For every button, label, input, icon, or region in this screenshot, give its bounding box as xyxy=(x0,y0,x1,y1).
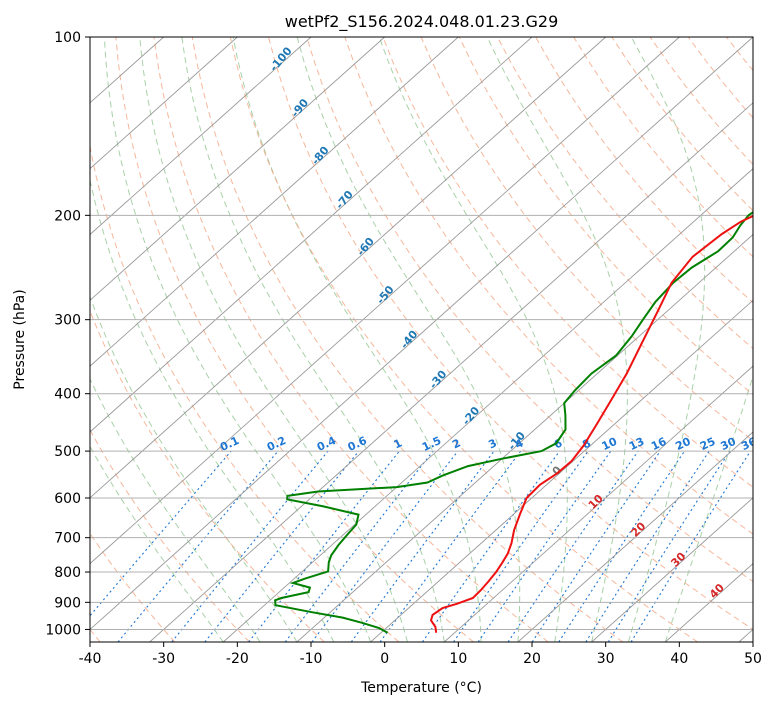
y-tick-label: 200 xyxy=(54,208,81,224)
isotherm-line xyxy=(90,37,312,236)
x-axis-ticks: -40 -30 -20 -10 0 10 20 30 40 50 xyxy=(79,642,762,667)
y-tick-label: 300 xyxy=(54,313,81,329)
isotherm-line xyxy=(90,37,606,499)
isotherm-line xyxy=(517,431,753,642)
mixing-ratio-label: 16 xyxy=(649,435,669,453)
plot-area: -100-90-80-70-60-50-40-30-20-10 0.1 0.2 0.… xyxy=(90,37,759,642)
dry-adiabat-line xyxy=(268,37,753,631)
moist-adiabat-line xyxy=(90,445,224,642)
moist-adiabat-line xyxy=(296,37,521,642)
moist-adiabat-line xyxy=(628,37,706,642)
isotherm-line xyxy=(370,299,753,642)
x-tick-label: 0 xyxy=(380,651,389,667)
y-tick-label: 500 xyxy=(54,444,81,460)
moist-adiabat-line xyxy=(90,177,335,642)
y-axis-title: Pressure (hPa) xyxy=(12,289,28,389)
mixing-ratio-label: 13 xyxy=(627,435,646,453)
mixing-ratio-label: 36 xyxy=(739,435,759,453)
dry-adiabat-line xyxy=(382,37,753,488)
plot-frame xyxy=(89,36,754,643)
y-tick-label: 800 xyxy=(54,565,81,581)
isotherm-line xyxy=(90,37,533,433)
x-tick-label: 40 xyxy=(670,651,688,667)
moist-adiabat-line xyxy=(103,37,372,642)
isotherm-line xyxy=(90,37,459,367)
y-tick-label: 1000 xyxy=(45,622,81,638)
isotherm-line xyxy=(90,37,385,301)
mixing-ratio-label: 10 xyxy=(600,435,620,453)
dry-adiabat-line xyxy=(496,37,753,350)
moist-adiabat-line xyxy=(486,37,628,642)
isotherm-line xyxy=(90,37,753,631)
isotherm-line xyxy=(149,102,753,642)
y-tick-label: 400 xyxy=(54,387,81,403)
isotherms xyxy=(90,37,753,642)
moist-adiabat-line xyxy=(90,377,261,642)
dry-adiabat-line xyxy=(458,37,753,396)
mixing-ratio-label: 25 xyxy=(698,435,717,453)
y-tick-label: 600 xyxy=(54,491,81,507)
mixing-ratio-label: 20 xyxy=(673,435,693,453)
x-tick-label: -10 xyxy=(300,651,323,667)
moist-adiabat-line xyxy=(139,37,408,642)
x-tick-label: 30 xyxy=(597,651,615,667)
temperature-line xyxy=(429,214,753,633)
moist-adiabat-line xyxy=(378,37,568,642)
y-tick-label: 900 xyxy=(54,595,81,611)
moist-adiabat-line xyxy=(232,37,482,642)
y-tick-label: 100 xyxy=(54,30,81,46)
y-tick-label: 700 xyxy=(54,531,81,547)
chart-title: wetPf2_S156.2024.048.01.23.G29 xyxy=(285,12,559,32)
dry-adiabat-line xyxy=(306,37,753,583)
dry-adiabat-line xyxy=(229,37,698,642)
dewpoint-line xyxy=(274,211,753,634)
isotherm-line xyxy=(90,37,238,170)
mixing-ratio-label: 30 xyxy=(719,435,739,453)
dry-adiabat-line xyxy=(153,37,549,642)
isotherm-line xyxy=(296,233,753,642)
y-axis-ticks: 100 200 300 400 500 600 700 800 900 1000 xyxy=(45,30,90,638)
dry-adiabat-line xyxy=(115,37,474,642)
pressure-gridlines xyxy=(90,37,753,630)
isotherm-line xyxy=(591,497,753,642)
dry-adiabat-line xyxy=(535,37,753,304)
dry-adiabat-line xyxy=(420,37,753,442)
moist-adiabat-line xyxy=(664,374,753,642)
isotherm-line xyxy=(90,37,680,565)
dry-adiabat-line xyxy=(191,37,624,642)
x-tick-label: 10 xyxy=(449,651,467,667)
x-tick-label: -20 xyxy=(226,651,249,667)
isotherm-line xyxy=(443,365,753,642)
x-tick-label: 20 xyxy=(523,651,541,667)
x-tick-label: -40 xyxy=(79,651,102,667)
isotherm-line xyxy=(222,168,753,642)
x-axis-title: Temperature (°C) xyxy=(360,680,482,696)
x-tick-label: 50 xyxy=(744,651,762,667)
dry-adiabat-line xyxy=(90,532,176,642)
x-tick-label: -30 xyxy=(152,651,175,667)
